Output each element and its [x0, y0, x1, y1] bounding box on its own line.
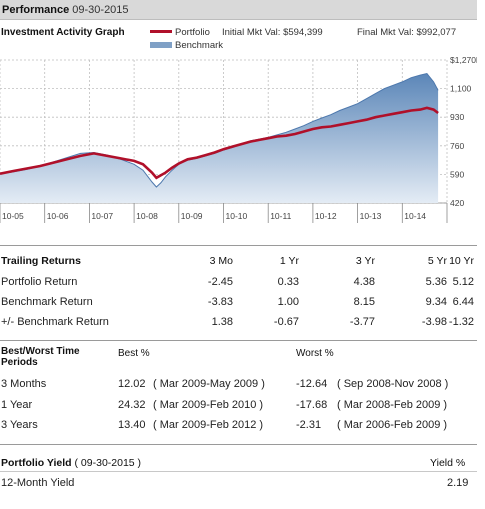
benchmark-area — [0, 73, 439, 203]
header-date: 09-30-2015 — [72, 4, 129, 16]
period-label: 3 Years — [1, 419, 38, 431]
cell-3yr: -3.77 — [349, 316, 375, 328]
period-label: 3 Months — [1, 378, 47, 390]
portfolio-swatch — [150, 29, 172, 33]
section-divider — [0, 444, 477, 445]
x-tick-label: 10-10 — [226, 211, 248, 221]
row-label: +/- Benchmark Return — [1, 316, 109, 328]
x-tick-label: 10-11 — [270, 211, 291, 221]
yield-col-header: Yield % — [430, 457, 466, 469]
graph-title: Investment Activity Graph — [1, 27, 125, 38]
best-range: ( Mar 2009-Feb 2012 ) — [153, 419, 264, 431]
x-tick-label: 10-08 — [136, 211, 158, 221]
x-tick-label: 10-09 — [181, 211, 203, 221]
legend-benchmark-label: Benchmark — [175, 40, 224, 51]
y-tick-label: 1,100 — [450, 84, 472, 94]
section-divider — [0, 245, 477, 246]
y-tick-label: $1,270k — [450, 55, 477, 65]
best-worst-title: Best/Worst Time Periods — [1, 346, 80, 368]
section-divider — [0, 340, 477, 341]
best-worst-title-line2: Periods — [1, 357, 38, 368]
performance-title: Performance 09-30-2015 — [2, 4, 129, 16]
cell-1yr: -0.67 — [273, 316, 299, 328]
yield-divider — [0, 471, 477, 472]
x-tick-label: 10-13 — [360, 211, 382, 221]
worst-range: ( Mar 2008-Feb 2009 ) — [337, 399, 448, 411]
col-3mo: 3 Mo — [209, 255, 233, 267]
worst-range: ( Sep 2008-Nov 2008 ) — [337, 378, 449, 390]
investment-activity-chart: $1,270k 1,100 930 760 590 420 10-05 10-06 10-07… — [0, 55, 477, 223]
col-3yr: 3 Yr — [355, 255, 375, 267]
initial-mkt-val: Initial Mkt Val: $594,399 — [222, 27, 323, 38]
yield-row-label: 12-Month Yield — [1, 477, 75, 489]
worst-range: ( Mar 2006-Feb 2009 ) — [337, 419, 448, 431]
x-tick-label: 10-12 — [315, 211, 337, 221]
cell-10yr: -1.32 — [448, 316, 474, 328]
cell-3yr: 4.38 — [353, 276, 375, 288]
benchmark-swatch — [150, 42, 172, 49]
x-tick-label: 10-07 — [91, 211, 113, 221]
portfolio-yield-title: Portfolio Yield ( 09-30-2015 ) — [1, 457, 141, 469]
y-tick-label: 590 — [450, 169, 464, 179]
period-label: 1 Year — [1, 399, 33, 411]
col-10yr: 10 Yr — [449, 255, 474, 267]
trailing-returns-title: Trailing Returns — [1, 255, 81, 267]
worst-value: -17.68 — [296, 399, 328, 411]
col-1yr: 1 Yr — [279, 255, 299, 267]
legend-benchmark: Benchmark — [150, 40, 223, 51]
cell-10yr: 5.12 — [452, 276, 474, 288]
worst-value: -12.64 — [296, 378, 328, 390]
diff-return-row: +/- Benchmark Return 1.38 -0.67 -3.77 -3… — [0, 316, 477, 336]
best-worst-title-line1: Best/Worst Time — [1, 346, 80, 357]
y-tick-label: 420 — [450, 198, 464, 208]
x-tick-labels: 10-05 10-06 10-07 10-08 10-09 10-10 10-11 10-12… — [0, 203, 448, 223]
cell-5yr: 9.34 — [425, 296, 447, 308]
legend-portfolio: Portfolio — [150, 27, 210, 38]
best-value: 13.40 — [118, 419, 146, 431]
yield-row-value: 2.19 — [447, 477, 469, 489]
cell-3mo: -3.83 — [207, 296, 233, 308]
portfolio-yield-date: ( 09-30-2015 ) — [74, 457, 142, 469]
portfolio-yield-label: Portfolio Yield — [1, 457, 72, 469]
cell-5yr: 5.36 — [425, 276, 447, 288]
best-header: Best % — [118, 348, 150, 359]
legend-portfolio-label: Portfolio — [175, 27, 210, 38]
col-5yr: 5 Yr — [427, 255, 447, 267]
final-mkt-val: Final Mkt Val: $992,077 — [357, 27, 457, 38]
row-label: Portfolio Return — [1, 276, 78, 288]
cell-1yr: 0.33 — [277, 276, 299, 288]
cell-1yr: 1.00 — [277, 296, 299, 308]
row-label: Benchmark Return — [1, 296, 93, 308]
portfolio-line — [0, 106, 439, 180]
y-tick-label: 930 — [450, 112, 464, 122]
x-tick-label: 10-05 — [2, 211, 24, 221]
cell-5yr: -3.98 — [421, 316, 447, 328]
x-tick-label: 10-06 — [47, 211, 69, 221]
cell-3mo: 1.38 — [211, 316, 233, 328]
cell-3yr: 8.15 — [353, 296, 375, 308]
y-tick-label: 760 — [450, 141, 464, 151]
worst-value: -2.31 — [296, 419, 322, 431]
benchmark-return-row: Benchmark Return -3.83 1.00 8.15 9.34 6.… — [0, 296, 477, 316]
best-value: 12.02 — [118, 378, 146, 390]
cell-10yr: 6.44 — [452, 296, 474, 308]
y-tick-labels: $1,270k 1,100 930 760 590 420 — [450, 55, 477, 208]
best-range: ( Mar 2009-Feb 2010 ) — [153, 399, 264, 411]
cell-3mo: -2.45 — [207, 276, 233, 288]
best-value: 24.32 — [118, 399, 146, 411]
best-range: ( Mar 2009-May 2009 ) — [153, 378, 265, 390]
x-tick-label: 10-14 — [404, 211, 426, 221]
portfolio-return-row: Portfolio Return -2.45 0.33 4.38 5.36 5.… — [0, 276, 477, 296]
performance-header: Performance 09-30-2015 — [0, 0, 477, 20]
header-title: Performance — [2, 4, 70, 16]
worst-header: Worst % — [296, 348, 334, 359]
